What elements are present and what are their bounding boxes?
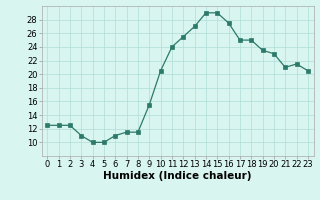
X-axis label: Humidex (Indice chaleur): Humidex (Indice chaleur)	[103, 171, 252, 181]
